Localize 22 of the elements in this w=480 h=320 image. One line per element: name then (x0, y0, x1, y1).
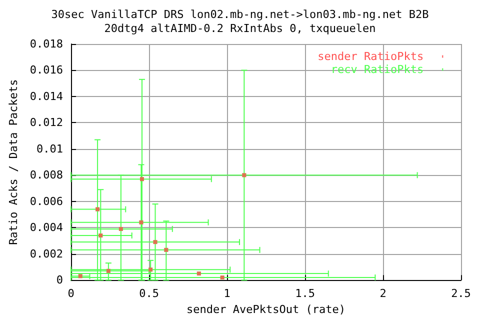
chart-subtitle: 20dtg4 altAIMD-0.2 RxIntAbs 0, txqueuelen (104, 22, 376, 35)
x-tick-label: 1.5 (295, 287, 315, 300)
x-tick-label: 2.5 (451, 287, 471, 300)
y-tick-label: 0.002 (30, 247, 64, 260)
legend-label: recv RatioPkts (330, 63, 424, 76)
x-axis-title: sender AvePktsOut (rate) (186, 303, 346, 316)
y-tick-label: 0.018 (30, 38, 64, 50)
x-tick-label: 0.5 (139, 287, 159, 300)
y-tick-label: 0.016 (30, 64, 64, 77)
y-axis-title: Ratio Acks / Data Packets (7, 79, 20, 245)
y-tick-label: 0.008 (30, 168, 64, 182)
y-tick-label: 0.006 (30, 194, 64, 208)
x-tick-label: 1 (224, 287, 230, 300)
y-tick-label: 0.01 (36, 142, 64, 156)
chart-title: 30sec VanillaTCP DRS lon02.mb-ng.net->lon03.mb-ng.net B2B (51, 8, 430, 21)
legend-label: sender RatioPkts (318, 50, 424, 63)
y-tick-label: 0.004 (30, 221, 64, 234)
x-tick-label: 2 (380, 287, 386, 300)
y-tick-label: 0 (56, 274, 64, 287)
y-tick-label: 0.012 (30, 116, 64, 130)
x-tick-label: 0 (68, 287, 74, 300)
y-tick-label: 0.014 (30, 90, 64, 103)
